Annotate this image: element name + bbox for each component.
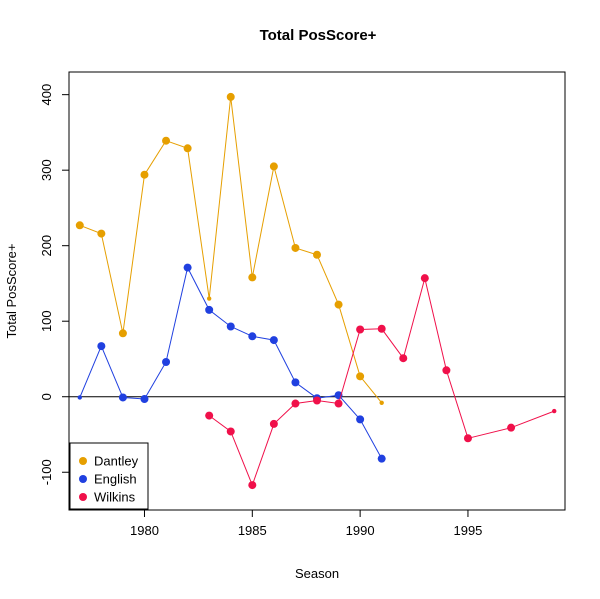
data-point (226, 322, 235, 331)
data-point (205, 411, 214, 420)
data-point (313, 250, 321, 259)
chart-title: Total PosScore+ (260, 27, 377, 44)
y-axis: -100 0 100 200 300 400 (39, 84, 70, 485)
data-point (162, 136, 171, 145)
y-tick-label: 200 (39, 235, 54, 257)
legend-marker (79, 475, 87, 483)
legend: Dantley English Wilkins (69, 442, 149, 510)
series-dantley (75, 92, 384, 405)
y-tick-label: 400 (39, 84, 54, 106)
data-point (248, 332, 257, 341)
data-point (379, 400, 384, 405)
data-point (442, 366, 451, 375)
legend-label: Dantley (94, 454, 139, 469)
y-tick-label: -100 (39, 459, 54, 485)
legend-label: English (94, 472, 137, 487)
data-point (552, 408, 557, 414)
data-point (269, 162, 278, 171)
series-line (79, 96, 383, 404)
y-tick-label: 300 (39, 159, 54, 181)
data-point (206, 296, 212, 301)
data-point (507, 423, 516, 432)
data-point (140, 170, 149, 179)
y-tick-label: 100 (39, 310, 54, 332)
data-point (75, 221, 84, 230)
data-point (313, 396, 321, 405)
data-point (205, 305, 214, 314)
data-point (399, 354, 408, 363)
data-point (226, 427, 235, 436)
legend-marker (79, 457, 87, 465)
data-point (77, 395, 82, 400)
x-tick-label: 1995 (453, 523, 482, 538)
data-point (183, 144, 192, 153)
x-tick-label: 1980 (130, 523, 159, 538)
data-point (162, 357, 171, 366)
y-axis-label: Total PosScore+ (4, 243, 19, 338)
data-point (226, 92, 235, 101)
legend-label: Wilkins (94, 490, 136, 505)
legend-marker (79, 493, 87, 501)
series-line (208, 278, 555, 487)
data-point (291, 399, 300, 408)
series-english (77, 263, 386, 463)
y-tick-label: 0 (39, 393, 54, 400)
x-tick-label: 1985 (238, 523, 267, 538)
data-point (356, 415, 365, 424)
data-point (356, 372, 365, 381)
data-point (377, 324, 386, 333)
data-point (291, 378, 300, 387)
data-point (97, 342, 106, 351)
data-point (118, 329, 127, 338)
data-point (269, 419, 278, 428)
data-point (377, 454, 386, 463)
data-point (420, 274, 429, 283)
x-axis: 1980 1985 1990 1995 (130, 509, 482, 538)
x-axis-label: Season (295, 566, 339, 581)
data-point (118, 393, 127, 402)
data-point (291, 243, 300, 252)
data-point (356, 325, 365, 334)
data-point (140, 394, 149, 403)
data-point (97, 229, 106, 238)
data-point (248, 273, 257, 282)
x-tick-label: 1990 (346, 523, 375, 538)
data-point (269, 336, 278, 345)
data-point (248, 481, 257, 490)
data-point (334, 300, 343, 309)
series-wilkins (205, 274, 557, 490)
series-layer (75, 92, 557, 490)
data-point (463, 434, 472, 443)
data-point (183, 263, 192, 272)
data-point (334, 399, 343, 408)
